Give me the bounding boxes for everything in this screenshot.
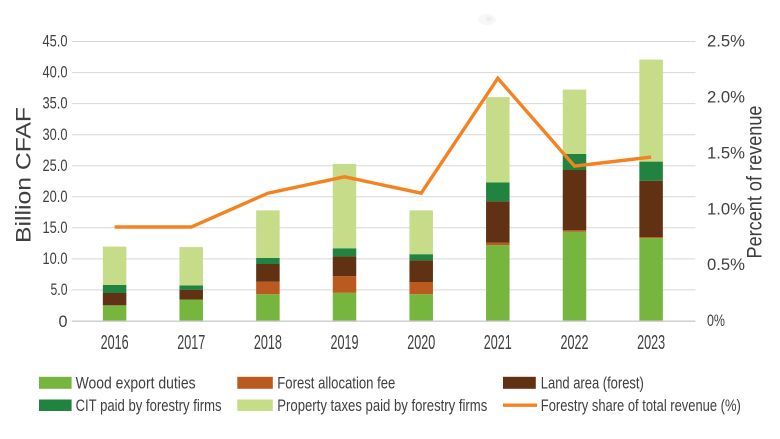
svg-text:45.0: 45.0 (43, 33, 68, 51)
svg-text:1.5%: 1.5% (707, 144, 745, 162)
svg-text:1.0%: 1.0% (707, 200, 745, 218)
svg-text:Percent of revenue: Percent of revenue (744, 106, 767, 259)
svg-text:25.0: 25.0 (43, 157, 68, 175)
svg-text:2018: 2018 (254, 332, 282, 354)
svg-text:15.0: 15.0 (43, 219, 68, 237)
svg-text:2022: 2022 (561, 332, 589, 354)
svg-text:10.0: 10.0 (43, 250, 68, 268)
svg-text:CIT paid by forestry firms: CIT paid by forestry firms (76, 396, 222, 415)
svg-text:0.5%: 0.5% (707, 256, 745, 274)
svg-text:Forest allocation fee: Forest allocation fee (277, 374, 395, 393)
svg-text:0%: 0% (707, 312, 725, 330)
svg-text:2017: 2017 (177, 332, 205, 354)
svg-text:Land area (forest): Land area (forest) (541, 374, 644, 393)
svg-text:2023: 2023 (637, 332, 665, 354)
svg-text:20.0: 20.0 (43, 188, 68, 206)
svg-text:Forestry share of total revenu: Forestry share of total revenue (%) (541, 396, 741, 415)
svg-text:2.5%: 2.5% (707, 33, 745, 51)
svg-text:35.0: 35.0 (43, 95, 68, 113)
svg-text:Wood export duties: Wood export duties (76, 374, 196, 393)
svg-text:2020: 2020 (407, 332, 435, 354)
svg-text:Property taxes paid by forestr: Property taxes paid by forestry firms (277, 396, 487, 415)
svg-text:0: 0 (59, 313, 68, 331)
svg-text:2.0%: 2.0% (707, 89, 745, 107)
svg-text:2021: 2021 (484, 332, 512, 354)
svg-text:40.0: 40.0 (43, 64, 68, 82)
svg-text:2019: 2019 (331, 332, 359, 354)
svg-text:5.0: 5.0 (51, 281, 68, 299)
svg-text:30.0: 30.0 (43, 126, 68, 144)
svg-text:Billion CFAF: Billion CFAF (12, 107, 35, 243)
svg-text:2016: 2016 (101, 332, 129, 354)
